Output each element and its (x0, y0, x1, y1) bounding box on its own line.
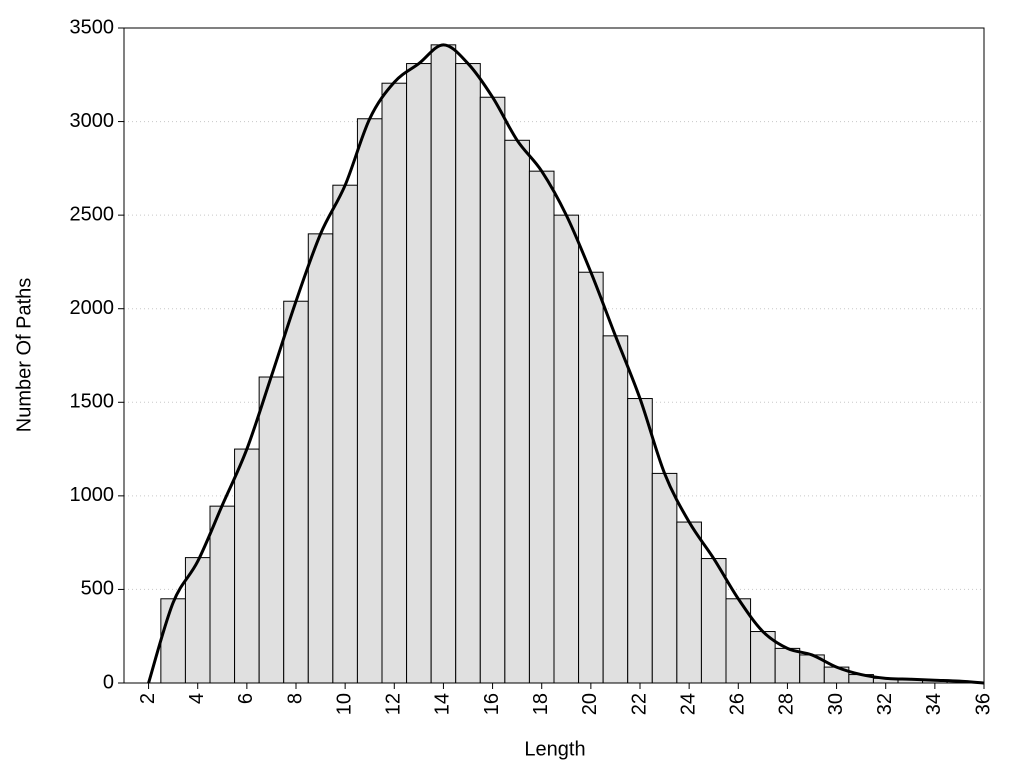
bar (627, 398, 653, 684)
bar (209, 505, 236, 684)
x-tick-label: 18 (530, 693, 552, 715)
y-tick-label: 2500 (70, 203, 115, 225)
bar (160, 598, 186, 684)
x-tick-label: 8 (284, 693, 306, 704)
y-tick-label: 2000 (70, 297, 115, 319)
density-curve (147, 43, 985, 685)
bar (479, 96, 506, 684)
y-axis-label: Number Of Paths (13, 278, 35, 433)
x-tick-label: 22 (628, 693, 650, 715)
bar (504, 139, 530, 684)
x-axis-label: Length (524, 738, 585, 760)
plot-frame (123, 27, 985, 684)
bar (332, 184, 358, 684)
x-tick-label: 32 (874, 693, 896, 715)
x-tick-label: 14 (432, 693, 454, 715)
bar (528, 170, 555, 684)
y-tick-label: 0 (103, 671, 114, 693)
x-tick-label: 4 (186, 693, 208, 704)
bar (283, 300, 309, 684)
y-tick-label: 1500 (70, 391, 115, 413)
y-tick-label: 3500 (70, 16, 115, 38)
bar (578, 271, 604, 684)
bar (774, 647, 801, 684)
bar (553, 214, 580, 684)
x-tick-label: 16 (481, 693, 503, 715)
x-tick-label: 26 (727, 693, 749, 715)
x-tick-label: 28 (776, 693, 798, 715)
x-tick-label: 34 (923, 693, 945, 715)
bar (602, 335, 629, 684)
bar (307, 233, 334, 684)
x-tick-label: 2 (137, 693, 159, 704)
x-tick-label: 20 (579, 693, 601, 715)
bar (651, 472, 678, 684)
bar (234, 448, 260, 684)
bar (430, 44, 457, 684)
x-tick-label: 36 (972, 693, 994, 715)
y-tick-label: 500 (81, 578, 114, 600)
x-tick-label: 10 (333, 693, 355, 715)
y-tick-label: 1000 (70, 484, 115, 506)
bar (258, 376, 285, 684)
bar (356, 118, 383, 684)
bar (184, 557, 211, 684)
bar (381, 82, 408, 684)
bar (455, 63, 481, 684)
bar (676, 521, 702, 684)
x-tick-label: 24 (677, 693, 699, 715)
bar (406, 63, 432, 684)
x-tick-label: 30 (825, 693, 847, 715)
x-tick-label: 12 (383, 693, 405, 715)
bar (700, 558, 727, 684)
y-tick-label: 3000 (70, 110, 115, 132)
x-tick-label: 6 (235, 693, 257, 704)
